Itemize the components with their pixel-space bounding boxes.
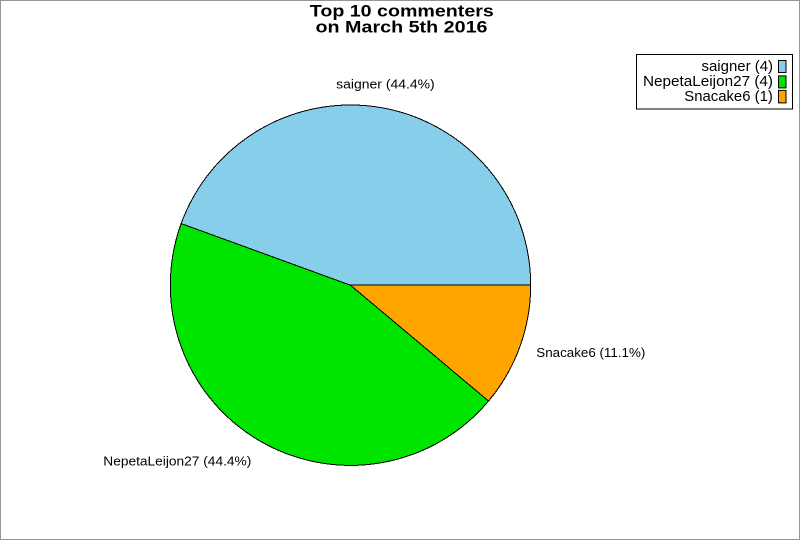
svg-text:NepetaLeijon27 (44.4%): NepetaLeijon27 (44.4%) [103, 454, 251, 469]
svg-text:Top 10 commenters: Top 10 commenters [310, 2, 494, 21]
svg-text:Snacake6 (1): Snacake6 (1) [684, 88, 773, 105]
svg-text:NepetaLeijon27 (4): NepetaLeijon27 (4) [643, 73, 773, 90]
svg-text:Snacake6 (11.1%): Snacake6 (11.1%) [536, 345, 645, 360]
svg-text:saigner (44.4%): saigner (44.4%) [336, 77, 435, 92]
svg-text:saigner (4): saigner (4) [702, 58, 774, 75]
svg-text:on March 5th 2016: on March 5th 2016 [316, 18, 488, 37]
